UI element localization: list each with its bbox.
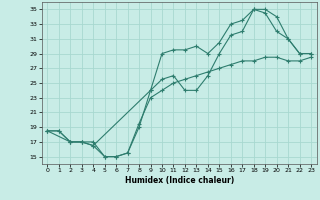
X-axis label: Humidex (Indice chaleur): Humidex (Indice chaleur) [124, 176, 234, 185]
